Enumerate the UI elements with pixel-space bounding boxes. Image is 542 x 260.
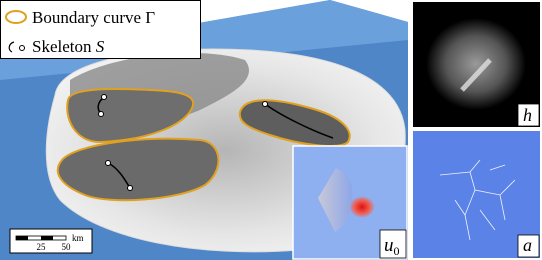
scale-tick-label: 25 [37, 242, 47, 252]
panel-label: a [523, 235, 532, 255]
skeleton-point [99, 112, 104, 117]
skeleton-point [106, 161, 111, 166]
skeleton-point [128, 186, 133, 191]
panel-label-subscript: 0 [394, 244, 400, 258]
scale-bar [16, 236, 28, 240]
scale-tick-label: 50 [62, 242, 72, 252]
legend-skeleton-icon [20, 46, 25, 51]
skeleton-point [102, 95, 107, 100]
skeleton-point [263, 102, 268, 107]
inset-peak [349, 196, 375, 218]
scale-bar [41, 236, 53, 240]
panel-label: h [523, 105, 532, 125]
scale-unit: km [72, 233, 84, 243]
legend-label: Boundary curve Γ [32, 8, 155, 27]
legend-label: Skeleton [32, 37, 92, 56]
terrain-view: Boundary curve Γ Skeleton S 25 50 km u0 [0, 0, 408, 260]
height-map [426, 18, 526, 110]
legend-symbol: S [96, 37, 105, 56]
figure: Boundary curve Γ Skeleton S 25 50 km u0 … [0, 0, 542, 260]
panel-label: u [384, 235, 394, 256]
legend-label: Skeleton S [32, 37, 105, 56]
